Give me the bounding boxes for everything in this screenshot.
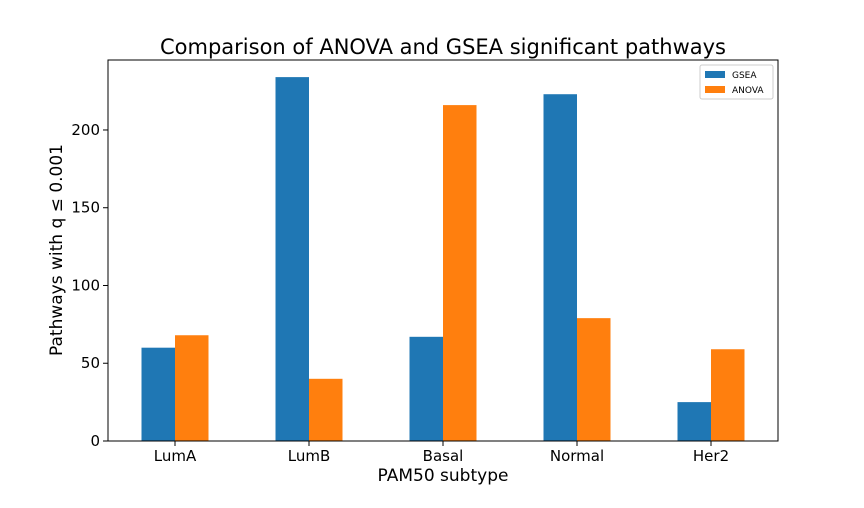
x-tick-label-luma: LumA — [154, 447, 197, 465]
legend-swatch-gsea — [705, 71, 725, 78]
x-tick-label-lumb: LumB — [288, 447, 331, 465]
bar-anova-her2 — [711, 349, 745, 441]
chart-title: Comparison of ANOVA and GSEA significant… — [160, 35, 726, 59]
x-axis-title: PAM50 subtype — [378, 466, 509, 486]
bar-gsea-lumb — [275, 77, 309, 442]
y-tick-label: 100 — [71, 276, 100, 294]
legend-label-gsea: GSEA — [732, 71, 757, 81]
x-tick-label-her2: Her2 — [693, 447, 729, 465]
bar-gsea-luma — [141, 347, 175, 441]
y-axis-title: Pathways with q ≤ 0.001 — [47, 144, 67, 356]
bar-gsea-normal — [543, 94, 577, 442]
bar-anova-normal — [577, 318, 611, 441]
y-tick-label: 200 — [71, 121, 100, 139]
bar-gsea-her2 — [677, 402, 711, 441]
x-tick-label-normal: Normal — [550, 447, 604, 465]
x-tick-label-basal: Basal — [423, 447, 464, 465]
bar-gsea-basal — [409, 336, 443, 441]
bars-layer — [141, 77, 745, 442]
legend-swatch-anova — [705, 86, 725, 93]
legend: GSEA ANOVA — [699, 64, 774, 100]
y-tick-label: 150 — [71, 199, 100, 217]
bar-anova-basal — [443, 105, 477, 441]
y-tick-label: 0 — [90, 432, 100, 450]
y-axis: 0 50 100 150 200 — [71, 121, 108, 450]
legend-label-anova: ANOVA — [732, 86, 764, 96]
bar-anova-luma — [175, 335, 209, 441]
x-axis: LumA LumB Basal Normal Her2 — [154, 441, 729, 465]
bar-anova-lumb — [309, 378, 343, 441]
y-tick-label: 50 — [81, 354, 100, 372]
